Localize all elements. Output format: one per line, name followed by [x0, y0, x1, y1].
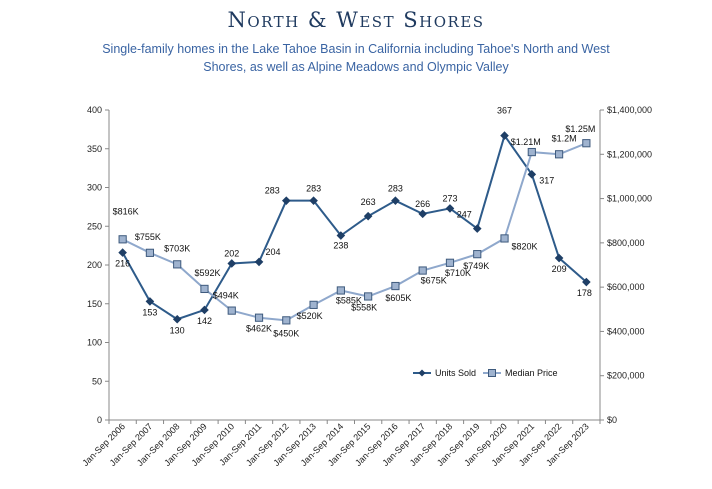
median-price-data-label: $749K [463, 261, 489, 271]
units-sold-data-label: 202 [224, 248, 239, 258]
units-sold-line [121, 133, 588, 321]
units-sold-data-label: 367 [497, 106, 512, 116]
median-price-point [364, 292, 373, 301]
units-sold-data-label: 178 [577, 288, 592, 298]
units-sold-data-label: 216 [115, 259, 130, 269]
units-sold-data-label: 153 [142, 307, 157, 317]
left-tick-label: 0 [97, 415, 102, 425]
chart-title: North & West Shores [227, 8, 485, 32]
median-price-point [145, 248, 155, 257]
units-sold-data-label: 263 [361, 197, 376, 207]
units-sold-data-label: 142 [197, 316, 212, 326]
chart-subtitle: Single-family homes in the Lake Tahoe Ba… [102, 42, 610, 74]
legend-units-sold-label: Units Sold [435, 368, 476, 378]
median-price-point [336, 286, 345, 295]
units-sold-data-label: 317 [539, 175, 554, 185]
units-sold-point [391, 196, 400, 205]
legend-median-price-marker [488, 369, 496, 377]
median-price-point [227, 306, 236, 315]
units-sold-point [172, 314, 182, 324]
median-price-data-label: $592K [194, 268, 220, 278]
median-price-data-label: $820K [512, 241, 538, 251]
median-price-point [309, 300, 318, 309]
median-price-data-label: $703K [164, 243, 190, 253]
median-price-data-label: $585K [336, 295, 362, 305]
units-sold-point [200, 305, 209, 315]
units-sold-point [554, 253, 564, 263]
median-price-data-label: $520K [297, 311, 323, 321]
median-price-point [200, 284, 209, 294]
median-price-data-label: $755K [135, 232, 161, 242]
median-price-point [418, 266, 427, 275]
units-sold-data-label: 209 [552, 264, 567, 274]
units-sold-point [227, 259, 237, 268]
units-sold-point [472, 224, 482, 233]
units-sold-data-label: 266 [415, 199, 430, 209]
median-price-data-label: $450K [273, 328, 299, 338]
median-price-point [473, 250, 482, 259]
units-sold-point [363, 211, 373, 221]
units-sold-data-label: 283 [306, 184, 321, 194]
legend-median-price-label: Median Price [505, 368, 558, 378]
right-tick-label: $0 [607, 415, 617, 425]
median-price-point [118, 235, 127, 244]
right-tick-label: $1,200,000 [607, 149, 652, 159]
units-sold-data-label: 238 [333, 241, 348, 251]
left-tick-label: 100 [87, 338, 102, 348]
median-price-data-label: $462K [246, 324, 272, 334]
median-price-point [173, 260, 182, 269]
left-tick-label: 400 [87, 105, 102, 115]
median-price-data-label: $710K [445, 268, 471, 278]
median-price-data-label: $605K [385, 293, 411, 303]
median-price-data-label: $1.21M [511, 137, 541, 147]
units-sold-point [254, 257, 264, 267]
right-tick-label: $1,000,000 [607, 194, 652, 204]
right-tick-label: $1,400,000 [607, 105, 652, 115]
median-price-data-label: $558K [351, 302, 377, 312]
legend-units-sold-marker [418, 369, 426, 377]
median-price-line [122, 142, 587, 322]
left-tick-label: 350 [87, 144, 102, 154]
units-sold-point [336, 231, 346, 240]
median-price-point [527, 147, 536, 157]
units-sold-data-label: 273 [442, 193, 457, 203]
median-price-data-label: $1.2M [552, 133, 577, 143]
units-sold-data-label: 247 [457, 210, 472, 220]
units-sold-point [145, 297, 155, 306]
median-price-point [500, 234, 509, 243]
units-sold-data-label: 130 [170, 325, 185, 335]
units-sold-point [118, 248, 127, 257]
right-tick-label: $400,000 [607, 326, 645, 336]
median-price-point [254, 313, 264, 322]
median-price-data-label: $1.25M [565, 124, 595, 134]
units-sold-point [582, 277, 591, 287]
median-price-data-label: $494K [213, 291, 239, 301]
median-price-point [445, 258, 455, 267]
median-price-data-label: $816K [113, 206, 139, 216]
units-sold-data-label: 283 [265, 186, 280, 196]
median-price-point [582, 139, 591, 148]
units-sold-point [309, 196, 318, 205]
median-price-point [554, 150, 564, 159]
right-tick-label: $800,000 [607, 238, 645, 248]
left-tick-label: 200 [87, 260, 102, 270]
median-price-point [282, 316, 291, 325]
right-tick-label: $600,000 [607, 282, 645, 292]
units-sold-point [445, 204, 455, 213]
units-sold-point [418, 209, 428, 219]
units-sold-data-label: 283 [388, 184, 403, 194]
median-price-data-label: $675K [421, 276, 447, 286]
left-tick-label: 250 [87, 221, 102, 231]
left-tick-label: 50 [92, 376, 102, 386]
units-sold-point [281, 196, 291, 205]
right-tick-label: $200,000 [607, 371, 645, 381]
units-sold-point [527, 170, 537, 179]
median-price-point [391, 281, 400, 291]
units-sold-data-label: 204 [266, 247, 281, 257]
units-sold-point [500, 131, 509, 140]
left-tick-label: 300 [87, 183, 102, 193]
left-tick-label: 150 [87, 299, 102, 309]
